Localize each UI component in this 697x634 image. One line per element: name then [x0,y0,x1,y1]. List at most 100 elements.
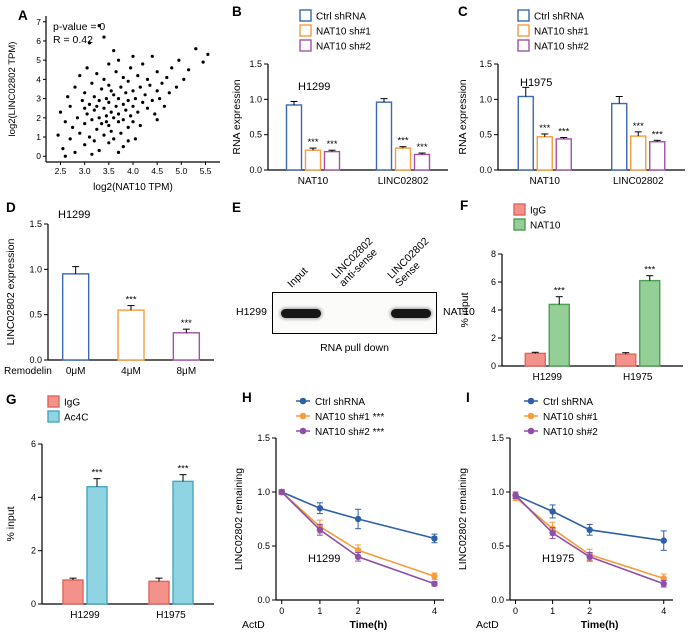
y-axis-label: log2(LINC02802 TPM) [7,42,18,137]
legend-swatch [517,24,530,37]
panel-c-label: C [458,4,468,19]
y-axis-label: RNA expression [231,79,243,154]
panel-title: H1299 [308,553,340,565]
legend-marker [299,397,307,405]
panel-e-label: E [232,200,242,215]
bar [323,150,341,171]
x-tick-label: 1 [317,606,322,616]
y-tick-label: 2 [31,546,36,556]
bar [639,279,661,367]
data-point [431,535,438,542]
blot-lane-antisense-label: LINC02802 anti-sense [329,235,381,290]
scatter-point [102,35,106,39]
scatter-point [145,106,150,110]
scatter-point [95,72,99,76]
legend-swatch [299,24,312,37]
scatter-point [116,58,121,62]
y-tick-label: 0.5 [249,130,262,140]
scatter-point [150,98,154,103]
legend-label: NAT10 sh#2 [543,427,598,438]
panel-title: H1975 [542,553,574,565]
legend-label: Ctrl shRNA [315,397,365,408]
bar [649,141,666,171]
scatter-point [114,104,118,108]
scatter-point [97,116,101,120]
scatter-point [138,85,142,89]
panel-b-label: B [232,4,242,19]
legend-label: NAT10 sh#1 *** [315,412,384,423]
x-axis-prefix: ActD [476,619,499,631]
bar [148,580,170,605]
scatter-point [153,112,157,116]
legend-label: NAT10 sh#1 [543,412,598,423]
significance-stars: *** [91,468,102,479]
blot-lane-sense-label: LINC02802 Sense [385,235,432,290]
scatter-point [83,143,87,147]
scatter-point [107,62,111,66]
bar [62,579,84,605]
legend-label: NAT10 sh#1 [316,27,371,38]
panel-f: F 0 2 4 6 8 % input H1299 *** H1975 *** IgG NAT10 [456,196,697,392]
scatter-point [97,148,101,153]
scatter-point [129,66,133,70]
bar [285,104,303,171]
x-tick-label: 4 [432,606,437,616]
bar [536,136,553,171]
y-tick-label: 1.0 [491,487,504,497]
scatter-point [126,98,130,103]
blot-protein-label: NAT10 [443,306,475,318]
y-tick-label: 1.5 [29,219,42,229]
y-tick-label: 0.0 [257,595,270,605]
category-label: H1299 [70,610,100,621]
y-tick-label: 0.5 [257,541,270,551]
scatter-point [155,118,159,122]
panel-a-label: A [18,8,28,23]
scatter-point [56,133,60,137]
legend-swatch [299,39,312,52]
significance-stars: *** [125,295,136,306]
scatter-point [102,77,106,81]
scatter-point [126,79,130,83]
scatter-point [143,93,147,97]
scatter-point [80,98,84,103]
scatter-point [90,152,94,156]
series-line [281,491,435,577]
legend-label: NAT10 [530,221,561,232]
scatter-point [155,89,159,93]
y-tick-label: 3 [36,94,41,104]
y-tick-label: 0.0 [29,355,42,365]
blot-band [390,309,431,318]
bar [86,485,108,605]
category-label: 8μM [177,366,197,377]
bar [524,352,546,367]
y-tick-label: 4 [491,305,496,315]
bar [548,303,570,367]
y-tick-label: 0.0 [479,165,492,175]
category-label: 0μM [66,366,86,377]
y-tick-label: 7 [36,17,41,27]
scatter-point [83,122,87,126]
scatter-point [141,62,145,66]
significance-stars: *** [554,286,565,297]
scatter-point [182,77,186,81]
scatter-point [87,135,92,139]
scatter-point [174,85,179,89]
y-tick-label: 1.0 [479,94,492,104]
data-point [549,529,556,537]
scatter-point [131,54,135,58]
y-tick-label: 1.5 [257,433,270,443]
scatter-point [102,133,106,137]
series-line [281,491,435,540]
series-line [281,491,435,585]
blot-caption: RNA pull down [320,342,389,354]
significance-stars: *** [416,142,427,153]
category-label: NAT10 [298,176,329,187]
panel-a-scatter-chart: 2.5 3.0 3.5 4.0 4.5 5.0 5.5 0 1 2 3 4 5 6 7 log2(NAT10 … [7,16,220,193]
scatter-point [126,125,130,129]
y-tick-label: 5 [36,55,41,65]
annotation-text: R = 0.42 [53,34,93,46]
scatter-point [95,127,99,131]
data-point [512,492,519,499]
bar [117,309,145,361]
data-point [316,505,324,512]
